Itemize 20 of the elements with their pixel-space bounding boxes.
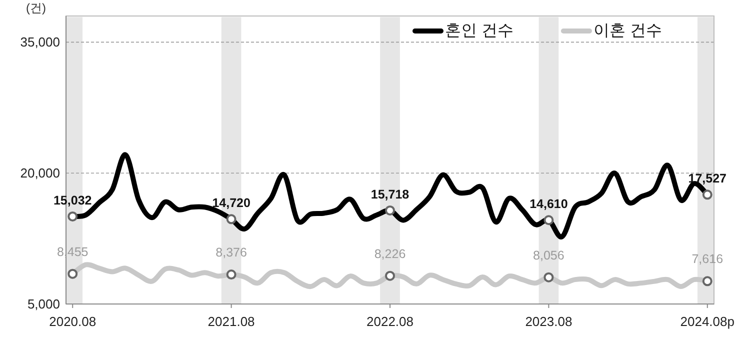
x-tick-label: 2023.08 [525, 314, 572, 329]
x-tick-label: 2020.08 [49, 314, 96, 329]
y-tick-label: 20,000 [20, 166, 60, 181]
y-tick-label: 5,000 [27, 296, 60, 312]
legend-label: 이혼 건수 [593, 22, 662, 40]
legend-label: 혼인 건수 [445, 22, 514, 40]
data-label: 14,610 [530, 197, 568, 212]
y-axis-title: (건) [26, 1, 46, 15]
data-label: 8,056 [533, 248, 564, 262]
data-label: 8,376 [216, 246, 247, 260]
data-label: 15,718 [370, 187, 410, 202]
x-tick-label: 2021.08 [208, 314, 255, 329]
data-label: 15,032 [53, 193, 92, 208]
y-tick-label: 35,000 [20, 34, 60, 50]
data-label: 8,226 [374, 246, 406, 261]
data-label: 14,720 [212, 196, 250, 210]
data-label: 17,527 [688, 172, 727, 186]
data-label: 7,616 [692, 252, 724, 266]
x-tick-label: 2022.08 [366, 314, 414, 329]
x-tick-label: 2024.08p [680, 314, 735, 329]
